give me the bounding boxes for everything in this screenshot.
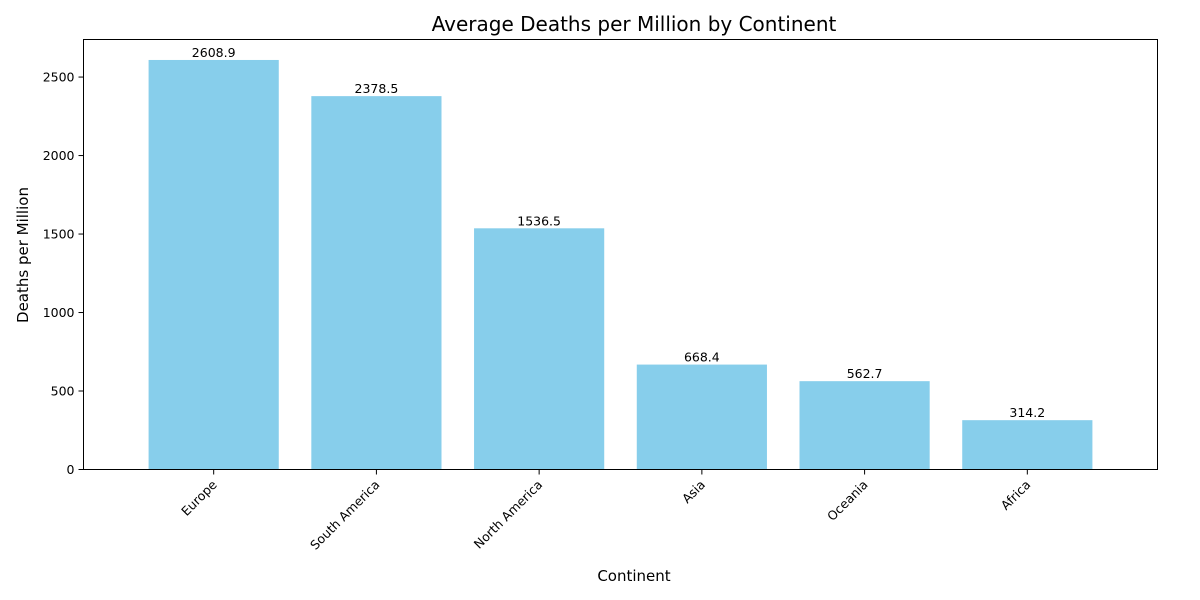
y-axis: 0 500 1000 1500 2000 2500 [43,70,84,477]
y-tick-label: 0 [67,462,75,477]
x-axis-label: Continent [597,567,670,585]
bar-value-label: 2378.5 [355,81,399,96]
bar-north-america [474,228,605,470]
bar-asia [636,364,767,470]
y-tick-label: 1500 [43,227,75,242]
bar-oceania [799,381,930,470]
bar-africa [962,420,1093,470]
x-tick-label: North America [471,477,546,552]
y-tick-label: 2500 [43,70,75,85]
bars-group [148,59,1093,470]
bar-value-label: 314.2 [1009,405,1045,420]
x-tick-label: Europe [178,477,220,519]
bar-south-america [311,96,442,470]
chart-title: Average Deaths per Million by Continent [432,12,837,36]
bar-value-label: 562.7 [847,366,883,381]
x-tick-label: Africa [998,477,1034,513]
x-tick-label: South America [307,477,383,553]
bar-value-label: 2608.9 [192,45,236,60]
bar-labels-group: 2608.9 2378.5 1536.5 668.4 562.7 314.2 [192,45,1045,420]
bar-value-label: 668.4 [684,350,720,365]
y-tick-label: 2000 [43,148,75,163]
y-tick-label: 500 [51,384,75,399]
bar-europe [148,59,279,470]
x-tick-label: Oceania [824,477,871,524]
y-tick-label: 1000 [43,305,75,320]
bar-value-label: 1536.5 [517,213,561,228]
x-axis: Europe South America North America Asia Ocea… [178,469,1034,553]
x-tick-label: Asia [679,477,708,506]
plot-frame [83,39,1158,470]
y-axis-label: Deaths per Million [14,187,32,323]
